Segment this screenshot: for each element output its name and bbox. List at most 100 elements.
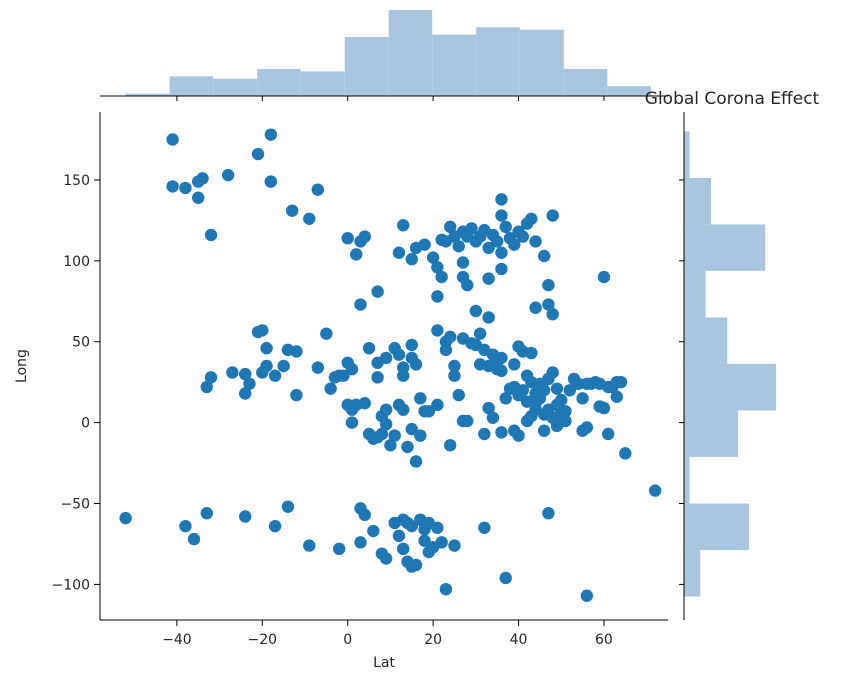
data-point [179,181,192,195]
data-point [405,338,418,352]
data-point [610,375,623,389]
data-point [495,262,508,276]
data-point [610,390,623,403]
data-point [354,298,367,311]
x-tick-label: −40 [162,632,192,648]
histogram-bar [684,410,739,457]
marginal-x-histogram [125,10,651,97]
data-point [350,248,363,261]
data-point [379,418,393,431]
data-point [431,261,444,274]
data-point [192,191,205,204]
histogram-bar [684,456,690,504]
y-axis-label: Long [14,349,30,383]
data-point [550,419,564,433]
x-axis-label: Lat [373,655,395,671]
data-point [392,348,406,361]
data-point [443,439,457,452]
data-point [456,414,470,428]
data-point [495,426,508,439]
data-point [537,249,551,263]
data-point [341,231,354,245]
data-point [119,511,132,525]
data-point [388,429,401,442]
data-point [358,397,371,410]
y-tick-label: 50 [72,335,90,351]
data-point [516,230,529,243]
scatter-points [119,128,662,602]
data-point [452,388,465,402]
data-point [311,361,325,374]
histogram-bar [684,317,728,364]
data-point [204,371,218,384]
data-point [362,342,376,355]
data-point [482,401,495,415]
data-point [512,429,525,442]
y-axis-ticks: −100 −50 0 50 100 150 [52,173,100,593]
data-point [354,536,367,549]
data-point [525,212,538,225]
data-point [426,251,440,264]
data-point [499,220,512,234]
y-tick-label: 150 [63,173,90,189]
data-point [397,542,410,556]
data-point [482,272,495,285]
x-tick-label: 0 [343,632,352,648]
data-point [576,392,589,405]
data-point [405,253,418,266]
histogram-bar [476,27,520,97]
data-point [431,398,444,412]
data-point [486,411,500,424]
data-point [602,427,615,441]
data-point [358,230,371,243]
data-point [550,382,564,395]
data-point [371,285,384,298]
histogram-bar [169,76,214,96]
data-point [482,241,495,255]
data-point [414,392,427,405]
histogram-bar [684,503,749,551]
data-point [439,583,453,596]
y-tick-label: 100 [63,254,90,270]
data-point [546,308,559,321]
data-point [555,405,568,418]
data-point [418,238,431,251]
data-point [405,519,418,533]
data-point [290,388,303,402]
data-point [303,212,316,225]
histogram-bar [684,224,766,271]
data-point [397,403,410,416]
data-point [268,369,282,382]
data-point [204,228,218,242]
data-point [546,366,559,379]
data-point [264,175,278,188]
data-point [409,358,423,371]
data-point [187,532,201,546]
data-point [418,405,431,418]
data-point [358,508,371,522]
data-point [226,366,239,379]
data-point [397,219,410,232]
data-point [478,427,491,441]
data-point [337,369,350,382]
data-point [221,168,235,182]
data-point [200,380,213,394]
x-tick-label: −20 [248,632,278,648]
data-point [345,416,359,429]
data-point [435,270,448,284]
y-tick-label: −50 [60,497,90,513]
data-point [277,359,290,373]
data-point [482,311,495,324]
data-point [495,364,508,378]
data-point [281,500,295,513]
data-point [409,558,423,572]
data-point [542,298,555,311]
data-point [448,369,461,382]
data-point [431,521,444,534]
data-point [379,552,393,565]
data-point [332,542,346,556]
histogram-bar [684,550,701,597]
histogram-bar [125,93,170,96]
x-tick-label: 20 [424,632,442,648]
data-point [537,384,551,397]
